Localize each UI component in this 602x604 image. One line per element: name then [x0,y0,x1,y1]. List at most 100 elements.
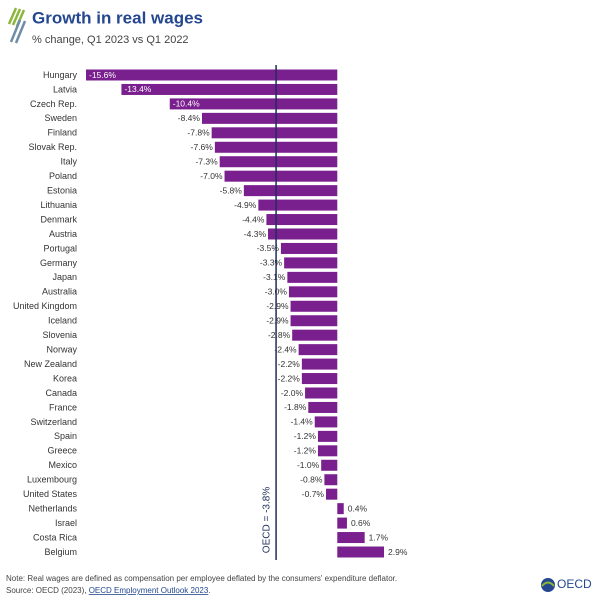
bar [337,546,384,558]
category-label: Slovak Rep. [28,142,77,152]
value-label: -1.0% [297,460,320,470]
value-label: -3.5% [257,243,280,253]
value-label: -0.7% [302,489,325,499]
bar [284,257,338,269]
bar [268,228,338,240]
value-label: -2.2% [278,359,301,369]
bar [224,170,338,182]
bar [301,358,338,370]
bar [317,430,338,442]
value-label: -8.4% [178,113,201,123]
category-label: Finland [47,128,77,138]
bar [326,488,338,500]
value-label: -5.8% [220,185,243,195]
category-label: Austria [49,229,77,239]
bar [169,98,338,110]
logo-text: OECD [557,577,592,591]
bar [121,83,338,95]
chart-subtitle: % change, Q1 2023 vs Q1 2022 [32,34,189,46]
value-label: -2.0% [281,388,304,398]
category-label: Latvia [53,84,77,94]
chart-title: Growth in real wages [32,8,203,27]
category-label: Switzerland [30,417,77,427]
bar [219,156,338,168]
category-label: Japan [52,272,77,282]
category-label: Costa Rica [33,532,77,542]
value-label: 1.7% [369,532,389,542]
category-label: Portugal [43,243,77,253]
category-label: Mexico [48,460,77,470]
source-text: . [208,586,210,595]
bar [243,185,338,197]
value-label: -13.4% [124,84,151,94]
value-label: -1.2% [294,431,317,441]
note: Note: Real wages are defined as compensa… [6,574,397,583]
category-label: Sweden [44,113,77,123]
category-label: Slovenia [42,330,77,340]
bar [290,315,338,327]
category-label: United States [23,489,78,499]
category-label: Poland [49,171,77,181]
bar [321,459,338,471]
bar [86,69,338,81]
value-label: -4.4% [242,214,265,224]
category-label: Australia [42,287,77,297]
bar [211,127,338,139]
bar [288,286,338,298]
category-label: Spain [54,431,77,441]
bar [258,199,338,211]
value-label: -7.3% [195,156,218,166]
category-label: Luxembourg [27,475,77,485]
value-label: -7.8% [187,128,210,138]
value-label: -0.8% [300,474,323,484]
category-label: Iceland [48,316,77,326]
logo-icon [7,7,27,44]
value-label: -3.1% [263,272,286,282]
bar [280,242,338,254]
value-label: 2.9% [388,547,408,557]
bar [201,112,338,124]
category-label: Denmark [40,214,77,224]
value-label: -3.3% [260,258,283,268]
bar [305,387,338,399]
bar [337,532,365,544]
category-label: New Zealand [24,359,77,369]
value-label: -7.0% [200,171,223,181]
category-label: Czech Rep. [30,99,77,109]
value-label: -15.6% [89,70,116,80]
value-label: -7.6% [191,142,214,152]
value-label: -2.9% [266,315,289,325]
source-text: Source: OECD (2023), [6,586,89,595]
value-label: 0.4% [348,503,368,513]
bar [287,271,338,283]
category-label: Korea [53,373,77,383]
bar [314,416,338,428]
value-label: -2.9% [266,301,289,311]
value-label: 0.6% [351,518,371,528]
oecd-logo: OECD [541,577,592,592]
value-label: -2.2% [278,373,301,383]
category-label: Israel [55,518,77,528]
category-label: Belgium [44,547,77,557]
value-label: -1.4% [291,417,314,427]
value-label: -4.9% [234,200,257,210]
bar [292,329,338,341]
bar [301,373,338,385]
category-label: Greece [47,446,77,456]
value-label: -1.8% [284,402,307,412]
bar [337,517,347,529]
category-label: Lithuania [40,200,77,210]
bar [324,474,338,486]
category-label: France [49,402,77,412]
value-label: -2.8% [268,330,291,340]
category-label: Hungary [43,70,78,80]
category-label: Netherlands [28,504,77,514]
source-link[interactable]: OECD Employment Outlook 2023 [89,586,209,595]
value-label: -2.4% [274,344,297,354]
category-label: Estonia [47,186,77,196]
bar [308,401,338,413]
category-label: United Kingdom [13,301,77,311]
source: Source: OECD (2023), OECD Employment Out… [6,586,211,595]
bar [317,445,338,457]
